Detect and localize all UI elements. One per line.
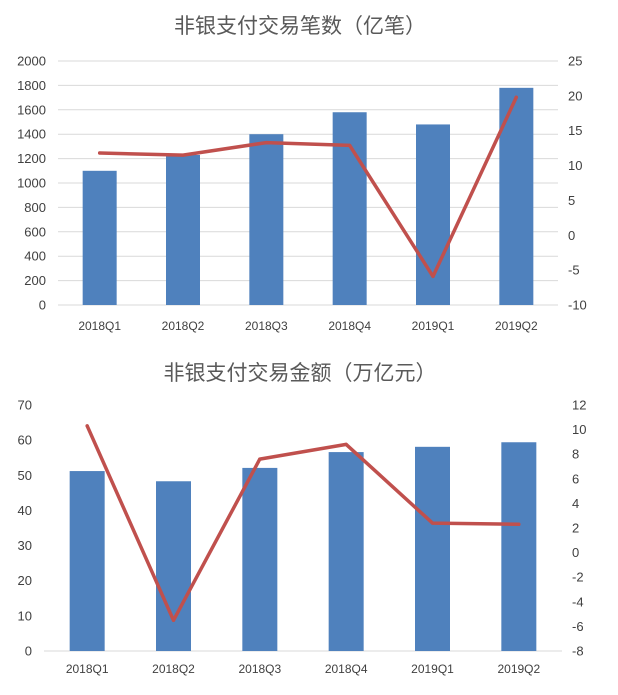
right-axis-tick-label: -5 — [568, 263, 580, 278]
left-axis-tick-label: 50 — [18, 468, 32, 483]
chart-1-right-axis-ticks: -10 -5 0 5 10 15 20 25 — [568, 54, 587, 313]
category-label: 2019Q1 — [412, 319, 455, 333]
left-axis-tick-label: 60 — [18, 433, 32, 448]
line-series — [97, 95, 519, 279]
left-axis-tick-label: 20 — [18, 573, 32, 588]
right-axis-tick-label: 5 — [568, 193, 575, 208]
bar — [156, 481, 191, 651]
category-label: 2018Q3 — [238, 662, 281, 676]
line-point — [85, 424, 89, 428]
chart-1: 非银支付交易笔数（亿笔） 020040060080010001200140016… — [17, 14, 587, 333]
line-point — [181, 153, 185, 157]
right-axis-tick-label: -8 — [572, 644, 584, 659]
category-label: 2018Q2 — [152, 662, 195, 676]
right-axis-tick-label: 15 — [568, 123, 582, 138]
left-axis-tick-label: 600 — [24, 224, 46, 239]
line-point — [258, 457, 262, 461]
chart-1-left-axis-ticks: 0 200 400 600 800 1000 1200 1400 1600 1800 2000 — [17, 54, 46, 313]
left-axis-tick-label: 1000 — [17, 176, 46, 191]
bar — [415, 446, 450, 651]
left-axis-tick-label: 400 — [24, 249, 46, 264]
bar — [328, 452, 364, 651]
left-axis-tick-label: 40 — [18, 503, 32, 518]
left-axis-tick-label: 1800 — [17, 78, 46, 93]
line-point — [430, 521, 435, 525]
right-axis-tick-label: -10 — [568, 298, 587, 313]
left-axis-tick-label: 2000 — [17, 54, 46, 69]
category-label: 2018Q3 — [245, 319, 288, 333]
left-axis-tick-label: 1600 — [17, 102, 46, 117]
right-axis-tick-label: -6 — [572, 619, 584, 634]
left-axis-tick-label: 1400 — [17, 127, 46, 142]
category-label: 2019Q2 — [497, 662, 540, 676]
bar — [69, 471, 105, 651]
left-axis-tick-label: 0 — [25, 644, 32, 659]
category-label: 2018Q4 — [325, 662, 368, 676]
left-axis-tick-label: 1200 — [17, 151, 46, 166]
bar — [166, 154, 200, 305]
chart-2: 非银支付交易金额（万亿元） 0 10 20 30 40 50 60 70 -8 -6 -4 -2 0 2… — [18, 361, 587, 676]
line-series — [85, 424, 521, 623]
left-axis-tick-label: 200 — [24, 273, 46, 288]
right-axis-tick-label: 10 — [572, 422, 586, 437]
line-point — [98, 151, 102, 155]
category-label: 2018Q4 — [328, 319, 371, 333]
left-axis-tick-label: 30 — [18, 538, 32, 553]
chart-2-line-series — [85, 424, 521, 623]
left-axis-tick-label: 800 — [24, 200, 46, 215]
category-label: 2019Q2 — [495, 319, 538, 333]
category-label: 2018Q1 — [78, 319, 121, 333]
chart-1-line-series — [97, 95, 519, 279]
right-axis-tick-label: 8 — [572, 447, 579, 462]
right-axis-tick-label: 2 — [572, 521, 579, 536]
left-axis-tick-label: 0 — [39, 298, 46, 313]
category-label: 2019Q1 — [411, 662, 454, 676]
chart-2-title: 非银支付交易金额（万亿元） — [164, 361, 437, 385]
bar — [249, 134, 284, 305]
right-axis-tick-label: 6 — [572, 471, 579, 486]
chart-2-bars — [69, 442, 537, 651]
chart-1-bars — [82, 87, 534, 306]
right-axis-tick-label: 4 — [572, 496, 579, 511]
bar — [82, 170, 117, 305]
line-point — [348, 143, 352, 147]
bar — [242, 467, 278, 651]
chart-1-category-labels: 2018Q1 2018Q2 2018Q3 2018Q4 2019Q1 2019Q2 — [78, 319, 538, 333]
right-axis-tick-label: 12 — [572, 398, 586, 413]
chart-2-right-axis-ticks: -8 -6 -4 -2 0 2 4 6 8 10 12 — [572, 398, 586, 659]
category-label: 2018Q1 — [66, 662, 109, 676]
line-point — [514, 95, 518, 99]
right-axis-tick-label: 0 — [568, 228, 575, 243]
line-point — [517, 522, 521, 526]
right-axis-tick-label: -2 — [572, 570, 584, 585]
line-point — [344, 442, 348, 446]
line-point — [431, 274, 435, 279]
chart-1-title: 非银支付交易笔数（亿笔） — [174, 14, 426, 38]
bar — [332, 112, 367, 306]
right-axis-tick-label: 10 — [568, 158, 582, 173]
chart-1-gridlines — [58, 60, 558, 306]
bar — [501, 442, 537, 651]
line-point — [171, 618, 176, 622]
right-axis-tick-label: 0 — [572, 545, 579, 560]
right-axis-tick-label: -4 — [572, 594, 584, 609]
category-label: 2018Q2 — [162, 319, 205, 333]
chart-2-left-axis-ticks: 0 10 20 30 40 50 60 70 — [18, 398, 32, 659]
left-axis-tick-label: 70 — [18, 398, 32, 413]
chart-2-category-labels: 2018Q1 2018Q2 2018Q3 2018Q4 2019Q1 2019Q2 — [66, 662, 541, 676]
line-point — [264, 140, 268, 145]
right-axis-tick-label: 20 — [568, 88, 582, 103]
right-axis-tick-label: 25 — [568, 54, 582, 69]
left-axis-tick-label: 10 — [18, 608, 32, 623]
